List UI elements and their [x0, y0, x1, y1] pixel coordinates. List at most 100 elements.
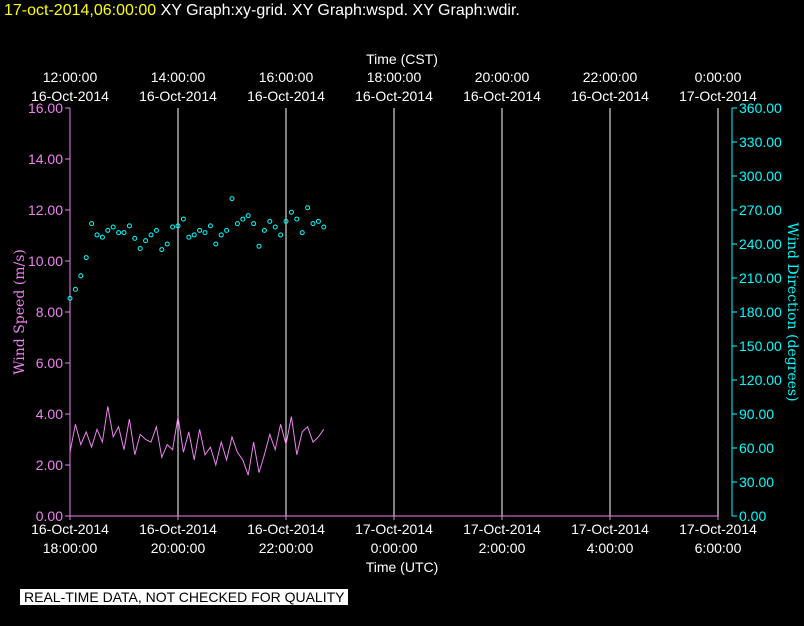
left-tick-label: 4.00 — [36, 406, 63, 422]
wind-direction-point — [197, 227, 203, 233]
wind-direction-point — [126, 223, 132, 229]
wind-direction-point — [299, 230, 305, 236]
wind-direction-point — [261, 227, 267, 233]
wind-direction-point — [105, 227, 111, 233]
wind-direction-point — [229, 196, 235, 202]
bottom-tick-date: 17-Oct-2014 — [355, 521, 433, 537]
left-tick-label: 12.00 — [28, 202, 63, 218]
right-tick-label: 150.00 — [739, 338, 782, 354]
wind-direction-point — [143, 238, 149, 244]
right-tick-label: 210.00 — [739, 270, 782, 286]
top-axis-title: Time (CST) — [366, 51, 438, 67]
right-tick-label: 90.00 — [739, 406, 774, 422]
wind-direction-point — [294, 216, 300, 222]
wind-direction-point — [170, 224, 176, 230]
right-tick-label: 330.00 — [739, 134, 782, 150]
wind-direction-point — [153, 227, 159, 233]
bottom-tick-time: 4:00:00 — [587, 540, 634, 556]
wind-direction-point — [191, 232, 197, 238]
wind-direction-point — [288, 209, 294, 215]
wind-direction-point — [83, 255, 89, 261]
wind-direction-point — [137, 246, 143, 252]
wind-direction-point — [234, 221, 240, 227]
wind-direction-point — [164, 241, 170, 247]
wind-direction-point — [94, 232, 100, 238]
grid-lines — [177, 108, 719, 516]
wind-direction-point — [78, 273, 84, 279]
right-tick-label: 60.00 — [739, 440, 774, 456]
top-tick-date: 16-Oct-2014 — [355, 88, 433, 104]
wind-direction-point — [278, 232, 284, 238]
top-tick-time: 20:00:00 — [475, 69, 530, 85]
top-tick-time: 12:00:00 — [43, 69, 98, 85]
top-tick-time: 0:00:00 — [695, 69, 742, 85]
top-tick-date: 16-Oct-2014 — [139, 88, 217, 104]
bottom-tick-date: 17-Oct-2014 — [679, 521, 757, 537]
top-tick-date: 16-Oct-2014 — [247, 88, 325, 104]
bottom-tick-date: 16-Oct-2014 — [139, 521, 217, 537]
wind-direction-point — [224, 227, 230, 233]
series-layer — [67, 196, 327, 476]
wind-direction-point — [267, 218, 273, 224]
bottom-tick-date: 17-Oct-2014 — [571, 521, 649, 537]
wind-direction-point — [251, 221, 257, 227]
wind-direction-point — [89, 221, 95, 227]
wind-direction-point — [175, 223, 181, 229]
wind-speed-line — [69, 406, 325, 476]
wind-direction-point — [67, 295, 73, 301]
wind-direction-point — [240, 216, 246, 222]
wind-direction-point — [218, 232, 224, 238]
bottom-axis-title: Time (UTC) — [366, 559, 439, 575]
wind-direction-point — [180, 216, 186, 222]
chart-header: 17-oct-2014,06:00:00 XY Graph:xy-grid. X… — [4, 2, 520, 20]
wind-direction-point — [202, 230, 208, 236]
top-tick-time: 18:00:00 — [367, 69, 422, 85]
bottom-tick-time: 2:00:00 — [479, 540, 526, 556]
graph-list: XY Graph:xy-grid. XY Graph:wspd. XY Grap… — [160, 2, 520, 19]
right-tick-label: 270.00 — [739, 202, 782, 218]
wind-direction-point — [272, 224, 278, 230]
wind-direction-point — [148, 232, 154, 238]
wind-direction-point — [72, 286, 78, 292]
wind-direction-point — [207, 223, 213, 229]
quality-note: REAL-TIME DATA, NOT CHECKED FOR QUALITY — [20, 589, 349, 605]
wind-direction-point — [256, 243, 262, 249]
timestamp: 17-oct-2014,06:00:00 — [4, 2, 157, 19]
top-tick-date: 17-Oct-2014 — [679, 88, 757, 104]
bottom-tick-time: 20:00:00 — [151, 540, 206, 556]
top-tick-time: 22:00:00 — [583, 69, 638, 85]
wind-direction-point — [110, 224, 116, 230]
bottom-tick-date: 16-Oct-2014 — [31, 521, 109, 537]
right-axis-title: Wind Direction (degrees) — [784, 222, 800, 401]
wind-direction-point — [310, 221, 316, 227]
top-tick-time: 16:00:00 — [259, 69, 314, 85]
wind-direction-point — [305, 205, 311, 211]
right-tick-label: 300.00 — [739, 168, 782, 184]
wind-direction-point — [116, 230, 122, 236]
top-tick-time: 14:00:00 — [151, 69, 206, 85]
wind-direction-point — [121, 230, 127, 236]
bottom-tick-date: 16-Oct-2014 — [247, 521, 325, 537]
bottom-tick-time: 18:00:00 — [43, 540, 98, 556]
bottom-tick-date: 17-Oct-2014 — [463, 521, 541, 537]
top-tick-date: 16-Oct-2014 — [463, 88, 541, 104]
top-tick-date: 16-Oct-2014 — [571, 88, 649, 104]
axes — [65, 107, 737, 520]
wind-direction-point — [186, 234, 192, 240]
bottom-tick-time: 6:00:00 — [695, 540, 742, 556]
left-tick-label: 2.00 — [36, 457, 63, 473]
wind-direction-point — [315, 218, 321, 224]
bottom-tick-time: 22:00:00 — [259, 540, 314, 556]
right-tick-label: 360.00 — [739, 100, 782, 116]
top-tick-date: 16-Oct-2014 — [31, 88, 109, 104]
wind-direction-point — [99, 234, 105, 240]
right-tick-label: 120.00 — [739, 372, 782, 388]
wind-direction-point — [159, 247, 165, 253]
wind-direction-point — [245, 213, 251, 219]
right-tick-label: 30.00 — [739, 474, 774, 490]
bottom-tick-time: 0:00:00 — [371, 540, 418, 556]
left-tick-label: 6.00 — [36, 355, 63, 371]
right-tick-label: 240.00 — [739, 236, 782, 252]
axis-labels: 0.00 2.00 4.00 6.00 8.00 10.00 12.00 14.00 16.00… — [12, 51, 800, 575]
